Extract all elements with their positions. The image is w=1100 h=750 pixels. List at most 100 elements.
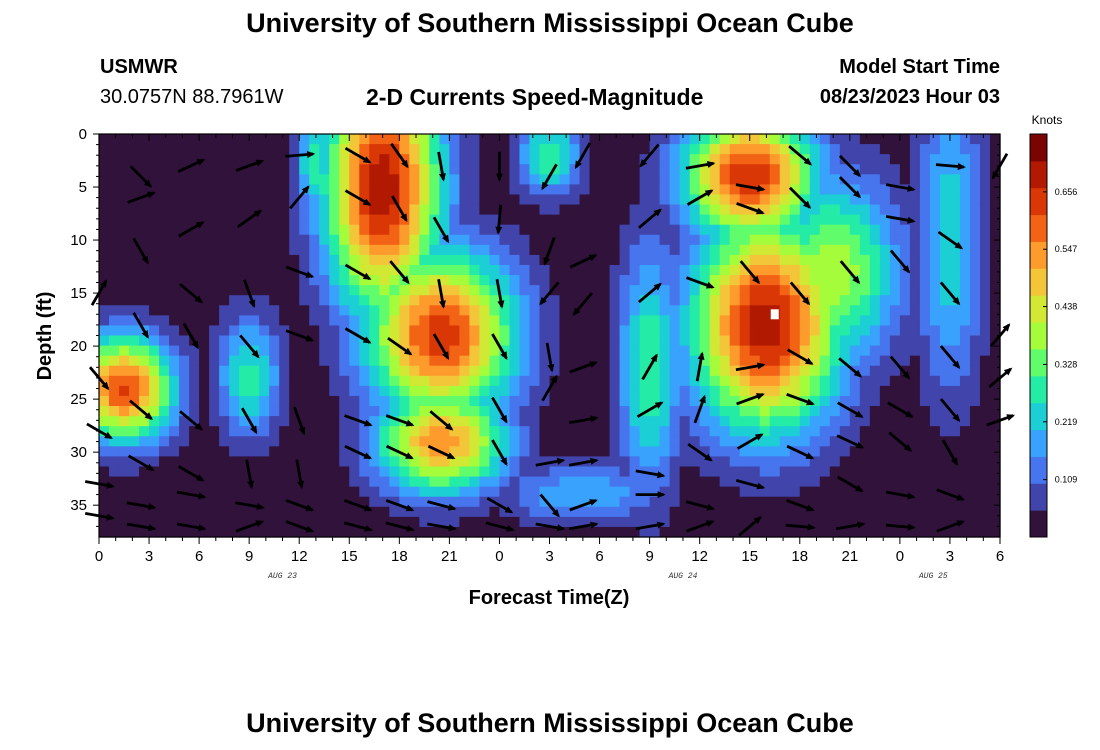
heatmap-cell: [239, 476, 250, 488]
heatmap-cell: [279, 285, 290, 296]
heatmap-cell: [119, 224, 130, 236]
heatmap-cell: [479, 305, 491, 316]
heatmap-cell: [729, 144, 741, 155]
heatmap-cell: [909, 234, 921, 246]
heatmap-cell: [919, 295, 931, 306]
heatmap-cell: [459, 315, 471, 327]
heatmap-cell: [369, 234, 380, 246]
heatmap-cell: [209, 234, 220, 246]
heatmap-cell: [209, 184, 220, 196]
heatmap-cell: [429, 315, 440, 327]
heatmap-cell: [489, 194, 501, 206]
heatmap-cell: [409, 325, 420, 337]
heatmap-cell: [279, 486, 290, 498]
heatmap-cell: [239, 134, 250, 145]
heatmap-cell: [269, 204, 280, 216]
vector-arrowhead: [301, 185, 310, 194]
heatmap-cell: [139, 194, 150, 206]
heatmap-cell: [719, 436, 731, 447]
heatmap-cell: [529, 406, 541, 417]
heatmap-cell: [849, 144, 861, 155]
heatmap-cell: [899, 134, 911, 145]
heatmap-cell: [409, 204, 420, 216]
current-vector: [239, 334, 260, 359]
heatmap-cell: [229, 526, 240, 538]
heatmap-cell: [769, 285, 781, 296]
heatmap-cell: [879, 204, 891, 216]
heatmap-cell: [519, 446, 531, 457]
heatmap-cell: [399, 305, 410, 316]
heatmap-cell: [659, 224, 671, 236]
heatmap-cell: [209, 375, 220, 387]
heatmap-cell: [469, 406, 481, 417]
heatmap-cell: [659, 526, 671, 538]
heatmap-cell: [219, 315, 230, 327]
heatmap-cell: [979, 204, 991, 216]
heatmap-cell: [169, 506, 180, 518]
heatmap-cell: [269, 466, 280, 478]
heatmap-cell: [759, 234, 771, 246]
current-vector: [344, 146, 372, 164]
heatmap-cell: [509, 224, 521, 236]
heatmap-cell: [919, 174, 931, 185]
heatmap-cell: [479, 476, 491, 488]
heatmap-cell: [579, 224, 591, 236]
heatmap-cell: [539, 305, 551, 316]
heatmap-cell: [359, 254, 370, 266]
heatmap-cell: [379, 506, 390, 518]
heatmap-cell: [879, 305, 891, 316]
heatmap-cell: [579, 214, 591, 226]
heatmap-cell: [389, 325, 400, 337]
vector-arrowhead: [589, 361, 598, 368]
heatmap-cell: [479, 365, 491, 377]
heatmap-cell: [589, 295, 601, 306]
heatmap-cell: [699, 496, 711, 508]
heatmap-cell: [279, 476, 290, 488]
heatmap-cell: [449, 325, 460, 337]
heatmap-cell: [489, 254, 501, 266]
heatmap-cell: [219, 335, 230, 347]
heatmap-cell: [669, 345, 681, 357]
heatmap-cell: [629, 416, 641, 427]
heatmap-cell: [669, 335, 681, 347]
heatmap-cell: [809, 355, 821, 367]
heatmap-cell: [129, 134, 140, 145]
heatmap-cell: [439, 365, 450, 377]
heatmap-cell: [359, 305, 370, 316]
current-vector: [541, 374, 558, 402]
heatmap-cell: [329, 174, 340, 185]
heatmap-cell: [979, 254, 991, 266]
heatmap-cell: [199, 204, 210, 216]
heatmap-cell: [959, 355, 971, 367]
heatmap-cell: [229, 446, 240, 457]
heatmap-cell: [669, 154, 681, 165]
heatmap-cell: [889, 496, 901, 508]
heatmap-cell: [619, 204, 631, 216]
heatmap-cell: [439, 385, 450, 397]
heatmap-cell: [219, 134, 230, 145]
heatmap-cell: [429, 164, 440, 175]
heatmap-cell: [849, 134, 861, 145]
heatmap-cell: [189, 486, 200, 498]
heatmap-cell: [279, 325, 290, 337]
heatmap-cell: [679, 164, 691, 175]
heatmap-cell: [719, 456, 731, 468]
heatmap-cell: [269, 395, 280, 407]
heatmap-cell: [829, 395, 841, 407]
heatmap-cell: [179, 305, 190, 316]
heatmap-cell: [879, 244, 891, 256]
heatmap-cell: [419, 244, 430, 256]
heatmap-cell: [219, 526, 230, 538]
current-vector: [285, 151, 316, 158]
heatmap-cell: [979, 456, 991, 468]
heatmap-cell: [979, 264, 991, 276]
heatmap-cell: [929, 446, 941, 457]
heatmap-cell: [179, 446, 190, 457]
heatmap-cell: [429, 144, 440, 155]
heatmap-cell: [609, 285, 621, 296]
heatmap-cell: [439, 134, 450, 145]
vector-arrowhead: [550, 374, 558, 384]
vector-arrowhead: [400, 213, 408, 223]
heatmap-cell: [799, 174, 811, 185]
heatmap-cell: [649, 446, 661, 457]
